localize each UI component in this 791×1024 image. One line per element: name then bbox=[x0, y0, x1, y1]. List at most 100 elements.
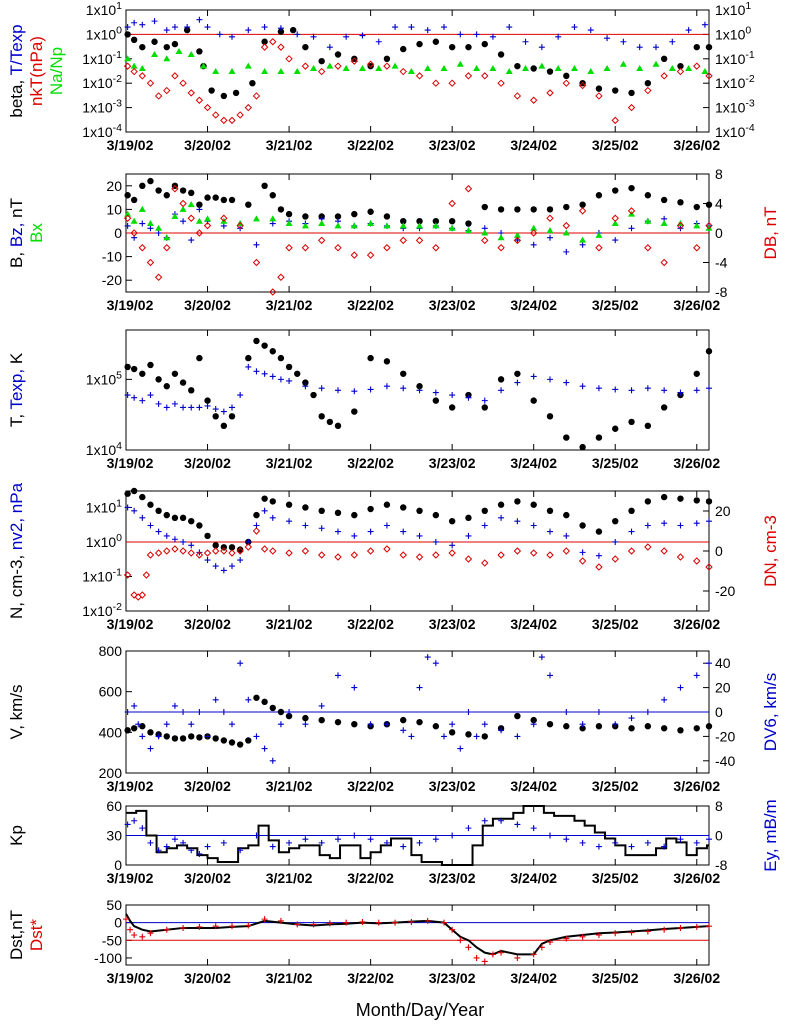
data-point bbox=[448, 199, 456, 208]
data-point bbox=[587, 27, 594, 34]
data-point bbox=[138, 591, 147, 599]
data-point bbox=[448, 224, 456, 231]
data-point bbox=[546, 721, 554, 728]
y-axis-label: beta, T/Texp bbox=[7, 24, 26, 117]
data-point bbox=[546, 413, 554, 420]
data-point bbox=[260, 545, 269, 553]
data-point bbox=[277, 917, 284, 924]
data-point bbox=[441, 24, 447, 31]
data-point bbox=[612, 187, 619, 194]
data-point bbox=[677, 199, 684, 206]
data-point bbox=[146, 220, 154, 227]
data-point bbox=[562, 79, 571, 87]
series bbox=[124, 16, 708, 51]
data-point bbox=[350, 551, 359, 559]
data-point bbox=[123, 571, 132, 579]
data-point bbox=[366, 60, 375, 68]
data-point bbox=[432, 244, 440, 252]
data-point bbox=[546, 227, 554, 234]
data-point bbox=[163, 55, 171, 62]
data-point bbox=[416, 383, 423, 390]
data-point bbox=[203, 221, 212, 230]
data-point bbox=[285, 363, 293, 371]
data-point bbox=[139, 182, 146, 189]
data-point bbox=[151, 38, 158, 45]
y-tick-label: -10 bbox=[102, 249, 122, 265]
data-point bbox=[595, 244, 603, 252]
data-point bbox=[123, 62, 132, 70]
x-tick-label: 3/19/02 bbox=[107, 455, 154, 471]
data-point bbox=[139, 733, 146, 740]
data-point bbox=[705, 72, 713, 80]
data-point bbox=[301, 222, 309, 229]
data-point bbox=[627, 103, 636, 112]
data-point bbox=[660, 404, 668, 411]
data-point bbox=[124, 709, 131, 715]
data-point bbox=[220, 567, 227, 574]
data-point bbox=[301, 547, 310, 555]
data-point bbox=[546, 89, 554, 97]
data-point bbox=[595, 932, 602, 938]
data-point bbox=[522, 38, 529, 45]
data-point bbox=[310, 391, 317, 399]
data-point bbox=[464, 227, 472, 234]
data-point bbox=[514, 206, 521, 213]
data-point bbox=[277, 721, 284, 728]
data-point bbox=[184, 24, 191, 31]
data-point bbox=[130, 62, 138, 69]
data-point bbox=[285, 549, 293, 557]
data-point bbox=[124, 490, 131, 497]
data-point bbox=[529, 96, 538, 104]
x-tick-label: 3/24/02 bbox=[510, 778, 557, 794]
data-point bbox=[350, 57, 359, 65]
data-point bbox=[578, 81, 587, 90]
data-point bbox=[253, 368, 260, 375]
data-point bbox=[253, 694, 260, 701]
data-point bbox=[229, 33, 235, 40]
data-point bbox=[163, 511, 170, 519]
data-point bbox=[627, 207, 636, 215]
x-tick-label: 3/23/02 bbox=[429, 137, 476, 153]
data-point bbox=[269, 348, 276, 355]
data-point bbox=[514, 518, 521, 525]
series bbox=[124, 694, 713, 748]
data-point bbox=[236, 547, 244, 555]
series bbox=[124, 817, 712, 857]
data-point bbox=[514, 498, 521, 505]
data-point bbox=[498, 387, 505, 394]
y-axis-label: V, km/s bbox=[7, 684, 26, 739]
series bbox=[124, 487, 713, 553]
y-tick-label: 200 bbox=[99, 765, 123, 781]
data-point bbox=[229, 563, 235, 570]
data-point bbox=[358, 65, 366, 72]
data-point bbox=[220, 547, 228, 555]
data-point bbox=[595, 85, 603, 92]
data-point bbox=[497, 79, 505, 87]
data-point bbox=[212, 735, 219, 742]
data-point bbox=[449, 392, 456, 399]
data-point bbox=[400, 370, 407, 377]
data-point bbox=[457, 937, 464, 944]
x-tick-label: 3/21/02 bbox=[266, 297, 313, 313]
data-point bbox=[498, 514, 505, 521]
y-axis-label: Dst,nT bbox=[7, 910, 26, 960]
data-point bbox=[188, 733, 195, 740]
data-point bbox=[399, 236, 407, 245]
data-point bbox=[289, 26, 297, 34]
data-point bbox=[179, 547, 187, 555]
data-point bbox=[236, 741, 244, 748]
data-point bbox=[269, 288, 277, 296]
y-tick-label: 1x10-1 bbox=[82, 49, 122, 67]
data-point bbox=[228, 68, 236, 75]
data-point bbox=[326, 44, 333, 51]
data-point bbox=[660, 196, 668, 204]
data-point bbox=[628, 715, 635, 722]
data-point bbox=[351, 532, 358, 539]
data-point bbox=[644, 86, 652, 95]
data-point bbox=[636, 44, 643, 51]
y-right-tick-label: 0 bbox=[715, 828, 723, 844]
data-point bbox=[513, 236, 522, 245]
data-point bbox=[302, 836, 309, 843]
data-point bbox=[261, 182, 268, 189]
data-point bbox=[513, 547, 522, 555]
